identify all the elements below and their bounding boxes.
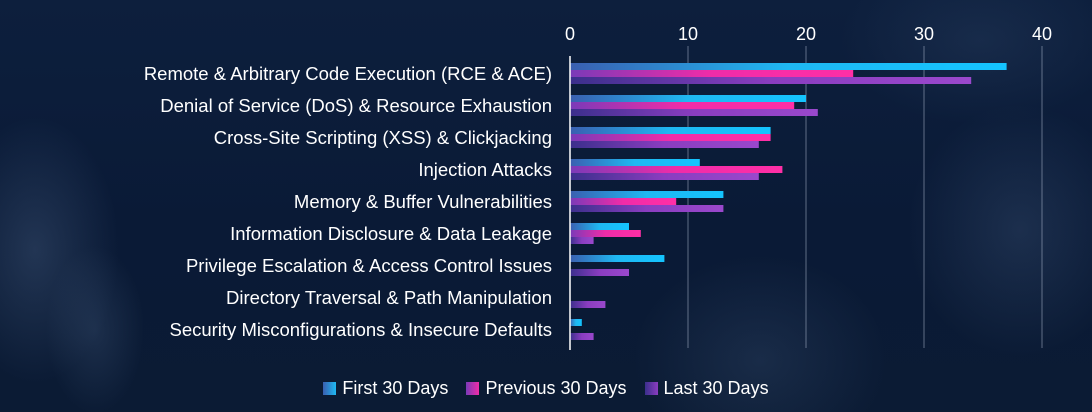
x-tick-label: 10 — [678, 24, 698, 44]
x-tick-label: 0 — [565, 24, 575, 44]
legend-swatch — [466, 382, 480, 395]
x-tick-label: 30 — [914, 24, 934, 44]
bar — [570, 255, 665, 262]
legend-item-first-30-days: First 30 Days — [323, 378, 448, 399]
legend-label: Last 30 Days — [663, 378, 769, 398]
category-label: Security Misconfigurations & Insecure De… — [169, 319, 552, 340]
bar — [570, 301, 606, 308]
category-label: Memory & Buffer Vulnerabilities — [294, 191, 552, 212]
bar — [570, 159, 700, 166]
legend-swatch — [323, 382, 337, 395]
bar — [570, 70, 854, 77]
x-axis-ticks: 0 10 20 30 40 — [565, 24, 1052, 44]
bar — [570, 63, 1007, 70]
bar — [570, 166, 783, 173]
bars — [570, 63, 1007, 340]
bar — [570, 191, 724, 198]
gridlines — [687, 46, 1043, 348]
bar — [570, 230, 641, 237]
category-label: Denial of Service (DoS) & Resource Exhau… — [160, 95, 552, 116]
bar — [570, 134, 771, 141]
category-label: Remote & Arbitrary Code Execution (RCE &… — [144, 63, 552, 84]
bar — [570, 77, 972, 84]
legend: First 30 Days Previous 30 Days Last 30 D… — [0, 378, 1092, 399]
x-tick-label: 20 — [796, 24, 816, 44]
bar — [570, 141, 759, 148]
legend-item-previous-30-days: Previous 30 Days — [466, 378, 627, 399]
bar — [570, 269, 629, 276]
category-label: Directory Traversal & Path Manipulation — [226, 287, 552, 308]
bar — [570, 205, 724, 212]
legend-label: Previous 30 Days — [485, 378, 627, 398]
bar — [570, 237, 594, 244]
bar — [570, 95, 806, 102]
bar — [570, 102, 795, 109]
bar — [570, 127, 771, 134]
bar — [570, 223, 629, 230]
category-label: Injection Attacks — [418, 159, 552, 180]
category-label: Cross-Site Scripting (XSS) & Clickjackin… — [214, 127, 552, 148]
bar — [570, 319, 582, 326]
x-tick-label: 40 — [1032, 24, 1052, 44]
legend-label: First 30 Days — [342, 378, 449, 398]
category-label: Privilege Escalation & Access Control Is… — [186, 255, 552, 276]
bar — [570, 198, 677, 205]
bar — [570, 109, 818, 116]
category-labels: Remote & Arbitrary Code Execution (RCE &… — [144, 63, 552, 340]
category-label: Information Disclosure & Data Leakage — [230, 223, 552, 244]
legend-swatch — [644, 382, 658, 395]
bar — [570, 333, 594, 340]
legend-item-last-30-days: Last 30 Days — [644, 378, 769, 399]
bar — [570, 173, 759, 180]
